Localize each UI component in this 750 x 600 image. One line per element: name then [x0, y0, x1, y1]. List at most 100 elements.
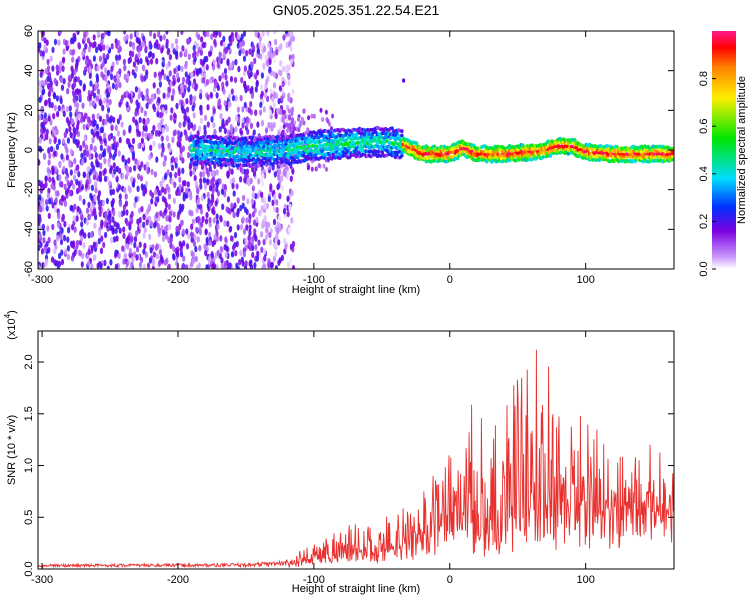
noise-cell	[251, 192, 255, 199]
noise-cell	[136, 185, 140, 192]
noise-cell	[319, 107, 323, 113]
snr-panel: -300 -200 -100 0 100 0.0 0.5 1.0 1.5 2.0 Height o…	[3, 310, 675, 595]
noise-cell	[176, 129, 181, 137]
noise-cell	[178, 136, 182, 143]
noise-cell	[72, 96, 76, 104]
noise-cell	[293, 126, 296, 132]
noise-cell	[265, 226, 269, 234]
noise-cell	[45, 241, 49, 248]
noise-cell	[290, 106, 295, 113]
noise-cell	[255, 216, 259, 224]
noise-cell	[170, 164, 175, 171]
noise-cell	[38, 244, 41, 251]
noise-cell	[95, 158, 99, 165]
noise-cell	[159, 210, 163, 217]
noise-cell	[251, 251, 255, 259]
noise-cell	[149, 31, 153, 37]
noise-cell	[166, 75, 170, 82]
noise-cell	[53, 38, 58, 46]
noise-cell	[149, 58, 154, 65]
noise-cell	[100, 71, 104, 78]
noise-cell	[209, 77, 213, 84]
noise-cell	[127, 138, 131, 145]
noise-cell	[105, 88, 109, 95]
noise-cell	[47, 247, 51, 254]
noise-cell	[142, 232, 146, 239]
band-cell	[367, 145, 371, 150]
noise-cell	[299, 120, 303, 126]
noise-cell	[40, 127, 44, 134]
noise-cell	[164, 201, 169, 209]
noise-cell	[264, 234, 268, 241]
noise-cell	[232, 244, 236, 251]
snr-y-label: SNR (10 * v/v)	[6, 415, 18, 485]
noise-cell	[199, 177, 203, 185]
noise-cell	[116, 222, 120, 230]
noise-cell	[157, 122, 161, 129]
noise-cell	[162, 34, 166, 41]
noise-cell	[120, 121, 124, 128]
noise-cell	[104, 75, 108, 83]
noise-cell	[103, 157, 107, 165]
noise-cell	[219, 246, 223, 253]
noise-cell	[169, 242, 173, 249]
band-cell	[260, 163, 264, 168]
noise-cell	[227, 43, 231, 50]
noise-cell	[50, 102, 54, 109]
noise-cell	[58, 161, 62, 169]
noise-cell	[201, 215, 205, 223]
colorbar-tick-label: 0.8	[698, 71, 710, 86]
noise-cell	[48, 152, 52, 159]
noise-cell	[54, 206, 58, 213]
noise-cell	[96, 64, 100, 72]
noise-cell	[187, 191, 191, 198]
noise-cell	[268, 239, 273, 246]
noise-cell	[113, 220, 117, 228]
noise-cell	[77, 42, 81, 49]
noise-cell	[47, 159, 51, 166]
noise-cell	[118, 68, 122, 75]
noise-cell	[122, 58, 126, 66]
noise-cell	[47, 90, 52, 98]
noise-cell	[45, 199, 49, 206]
noise-cell	[180, 104, 184, 111]
noise-cell	[130, 176, 134, 183]
noise-cell	[130, 261, 134, 268]
noise-cell	[224, 251, 228, 259]
noise-cell	[90, 194, 94, 202]
noise-cell	[135, 36, 139, 44]
noise-cell	[243, 65, 247, 72]
noise-cell	[88, 213, 92, 221]
noise-cell	[272, 82, 277, 89]
noise-cell	[182, 191, 186, 199]
noise-cell	[157, 88, 161, 95]
x-tick-label: 100	[576, 574, 594, 586]
noise-cell	[58, 180, 63, 188]
noise-cell	[111, 188, 116, 195]
noise-cell	[112, 236, 116, 243]
noise-cell	[218, 75, 222, 82]
noise-cell	[187, 118, 191, 125]
noise-cell	[100, 38, 104, 45]
noise-cell	[317, 163, 321, 169]
noise-cell	[205, 178, 210, 185]
noise-cell	[190, 250, 194, 257]
noise-cell	[117, 150, 121, 157]
noise-cell	[173, 181, 177, 188]
noise-cell	[145, 118, 149, 125]
noise-cell	[157, 43, 161, 50]
y-tick-label: -60	[23, 261, 35, 277]
noise-cell	[81, 50, 85, 57]
noise-cell	[172, 197, 176, 205]
noise-cell	[118, 211, 122, 218]
band-cell	[379, 147, 383, 152]
noise-cell	[100, 126, 105, 134]
noise-cell	[156, 106, 160, 113]
noise-cell	[249, 177, 253, 185]
noise-cell	[64, 167, 68, 175]
noise-cell	[85, 144, 89, 151]
noise-cell	[254, 244, 258, 251]
noise-cell	[38, 137, 43, 144]
band-cell	[362, 133, 367, 137]
noise-cell	[181, 228, 186, 235]
